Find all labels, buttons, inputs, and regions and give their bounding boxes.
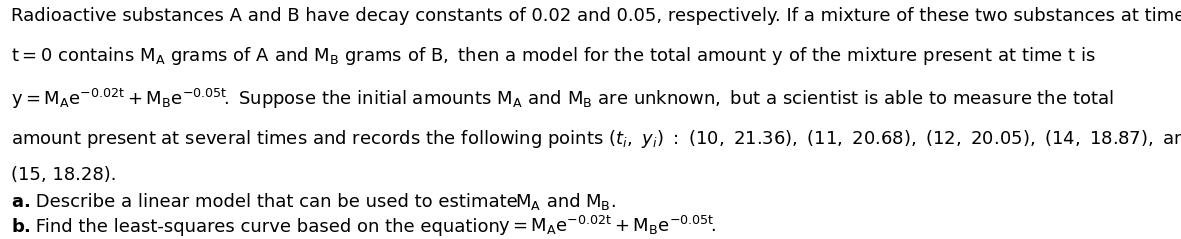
Text: $\mathrm{y = M_A e^{-0.02t} + M_B e^{-0.05t}\!.\ Suppose\ the\ initial\ amounts\: $\mathrm{y = M_A e^{-0.02t} + M_B e^{-0.… bbox=[11, 87, 1114, 110]
Text: Radioactive substances A and B have decay constants of 0.02 and 0.05, respective: Radioactive substances A and B have deca… bbox=[11, 7, 1181, 25]
Text: $\mathrm{t = 0\ contains\ M_A\ grams\ of\ A\ and\ M_B\ grams\ of\ B,\ then\ a\ m: $\mathrm{t = 0\ contains\ M_A\ grams\ of… bbox=[11, 45, 1096, 67]
Text: $\mathrm{y = M_A e^{-0.02t} + M_B e^{-0.05t}\!.}$: $\mathrm{y = M_A e^{-0.02t} + M_B e^{-0.… bbox=[498, 214, 716, 239]
Text: $\mathrm{M_B}$: $\mathrm{M_B}$ bbox=[586, 192, 611, 212]
Text: and: and bbox=[541, 193, 586, 211]
Text: $\mathrm{amount\ present\ at\ several\ times\ and\ records\ the\ following\ poin: $\mathrm{amount\ present\ at\ several\ t… bbox=[11, 128, 1181, 150]
Text: Describe a linear model that can be used to estimate: Describe a linear model that can be used… bbox=[30, 193, 523, 211]
Text: .: . bbox=[611, 193, 616, 211]
Text: $\mathbf{b.}$: $\mathbf{b.}$ bbox=[11, 218, 31, 237]
Text: $\mathbf{a.}$: $\mathbf{a.}$ bbox=[11, 193, 30, 211]
Text: Find the least-squares curve based on the equation: Find the least-squares curve based on th… bbox=[31, 218, 505, 237]
Text: (15, 18.28).: (15, 18.28). bbox=[11, 166, 116, 184]
Text: $\mathrm{M_A}$: $\mathrm{M_A}$ bbox=[515, 192, 541, 212]
